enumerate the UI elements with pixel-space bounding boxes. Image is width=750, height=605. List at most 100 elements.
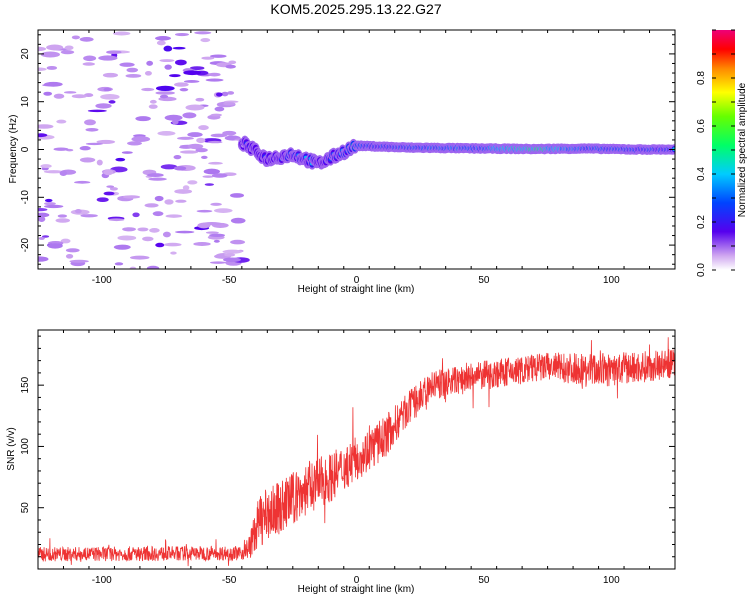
spectrogram-cells — [38, 31, 675, 269]
heatmap-cell — [114, 262, 124, 266]
snr-x-ticks: -100 -50 0 50 100 — [37, 330, 676, 586]
heatmap-cell — [43, 91, 53, 96]
spectrogram-y-label: Frequency (Hz) — [8, 115, 19, 184]
heatmap-cell — [209, 233, 226, 237]
y-tick-label: 10 — [20, 96, 31, 108]
heatmap-cell — [223, 257, 241, 263]
heatmap-cell — [102, 72, 118, 78]
heatmap-cell — [43, 170, 64, 174]
heatmap-cell — [147, 173, 164, 178]
heatmap-cell — [106, 185, 115, 188]
heatmap-cell — [149, 99, 157, 104]
heatmap-cell — [38, 236, 45, 240]
heatmap-cell — [197, 222, 211, 229]
heatmap-cell — [196, 137, 206, 144]
heatmap-cell — [225, 64, 236, 69]
heatmap-cell — [65, 248, 80, 253]
heatmap-cell — [205, 231, 219, 234]
heatmap-cell — [211, 173, 228, 178]
heatmap-cell — [109, 187, 118, 191]
heatmap-cell — [59, 170, 68, 176]
heatmap-cell — [63, 91, 77, 94]
heatmap-cell — [175, 59, 187, 66]
heatmap-cell — [85, 142, 103, 146]
spectrogram-x-ticks: -100 -50 0 50 100 — [37, 30, 676, 286]
snr-y-label: SNR (v/v) — [6, 427, 17, 470]
heatmap-cell — [103, 169, 114, 176]
snr-y-ticks: 50 100 150 — [20, 335, 675, 558]
heatmap-cell — [224, 253, 236, 257]
heatmap-cell — [175, 199, 187, 203]
heatmap-cell — [146, 265, 160, 269]
y-tick-label: 100 — [20, 438, 31, 455]
heatmap-cell — [129, 255, 150, 260]
colorbar-tick-label: 0.4 — [696, 167, 707, 181]
heatmap-cell — [98, 55, 118, 61]
heatmap-cell — [75, 208, 82, 214]
heatmap-cell — [185, 104, 205, 111]
heatmap-cell — [173, 166, 187, 171]
heatmap-cell — [209, 54, 227, 58]
heatmap-cell — [96, 197, 109, 203]
heatmap-cell — [210, 202, 222, 206]
heatmap-cell — [40, 164, 52, 169]
x-tick-label: -100 — [92, 575, 112, 586]
heatmap-cell — [46, 65, 58, 70]
heatmap-cell — [157, 131, 176, 136]
heatmap-cell — [80, 214, 98, 218]
heatmap-cell — [210, 133, 227, 138]
colorbar-label: Normalized spectral amplitude — [737, 82, 748, 217]
heatmap-cell — [148, 104, 158, 109]
heatmap-cell — [127, 141, 142, 146]
heatmap-cell — [222, 249, 243, 254]
heatmap-cell — [53, 147, 69, 151]
heatmap-cell — [38, 256, 49, 262]
heatmap-cell — [169, 74, 181, 78]
x-tick-label: 100 — [603, 275, 620, 286]
heatmap-cell — [179, 150, 199, 154]
heatmap-cell — [183, 70, 202, 76]
heatmap-cell — [74, 180, 91, 184]
heatmap-cell — [182, 112, 197, 119]
colorbar: 0.0 0.2 0.4 0.6 0.8 Normalized spectral ampl… — [696, 29, 748, 277]
heatmap-cell — [137, 227, 149, 232]
heatmap-cell — [129, 266, 137, 269]
heatmap-cell — [87, 109, 107, 113]
heatmap-cell — [175, 230, 195, 234]
heatmap-cell — [141, 87, 155, 92]
x-tick-label: -50 — [222, 275, 237, 286]
heatmap-cell — [46, 44, 64, 51]
heatmap-cell — [38, 67, 47, 72]
x-tick-label: -50 — [222, 575, 237, 586]
heatmap-cell — [117, 235, 137, 241]
colorbar-tick-label: 0.8 — [696, 71, 707, 85]
heatmap-cell — [215, 92, 223, 97]
heatmap-cell — [115, 157, 126, 162]
heatmap-cell — [214, 208, 233, 213]
heatmap-cell — [131, 136, 151, 142]
heatmap-cell — [172, 46, 186, 50]
heatmap-cell — [177, 136, 194, 140]
heatmap-cell — [38, 124, 54, 129]
heatmap-cell — [148, 177, 167, 181]
heatmap-cell — [195, 97, 205, 102]
heatmap-cell — [57, 214, 68, 218]
heatmap-cell — [174, 82, 189, 87]
heatmap-cell — [208, 72, 221, 77]
heatmap-cell — [214, 106, 225, 112]
heatmap-cell — [210, 261, 227, 264]
heatmap-cell — [132, 212, 140, 218]
heatmap-cell — [203, 168, 221, 175]
heatmap-cell — [195, 148, 208, 153]
snr-background — [38, 330, 675, 569]
heatmap-cell — [146, 60, 154, 66]
heatmap-cell — [173, 155, 182, 160]
heatmap-cell — [82, 62, 95, 66]
heatmap-cell — [183, 80, 200, 83]
heatmap-cell — [208, 161, 223, 165]
x-tick-label: -100 — [92, 275, 112, 286]
heatmap-cell — [164, 114, 183, 121]
heatmap-cell — [210, 113, 223, 117]
y-tick-label: -20 — [20, 237, 31, 252]
